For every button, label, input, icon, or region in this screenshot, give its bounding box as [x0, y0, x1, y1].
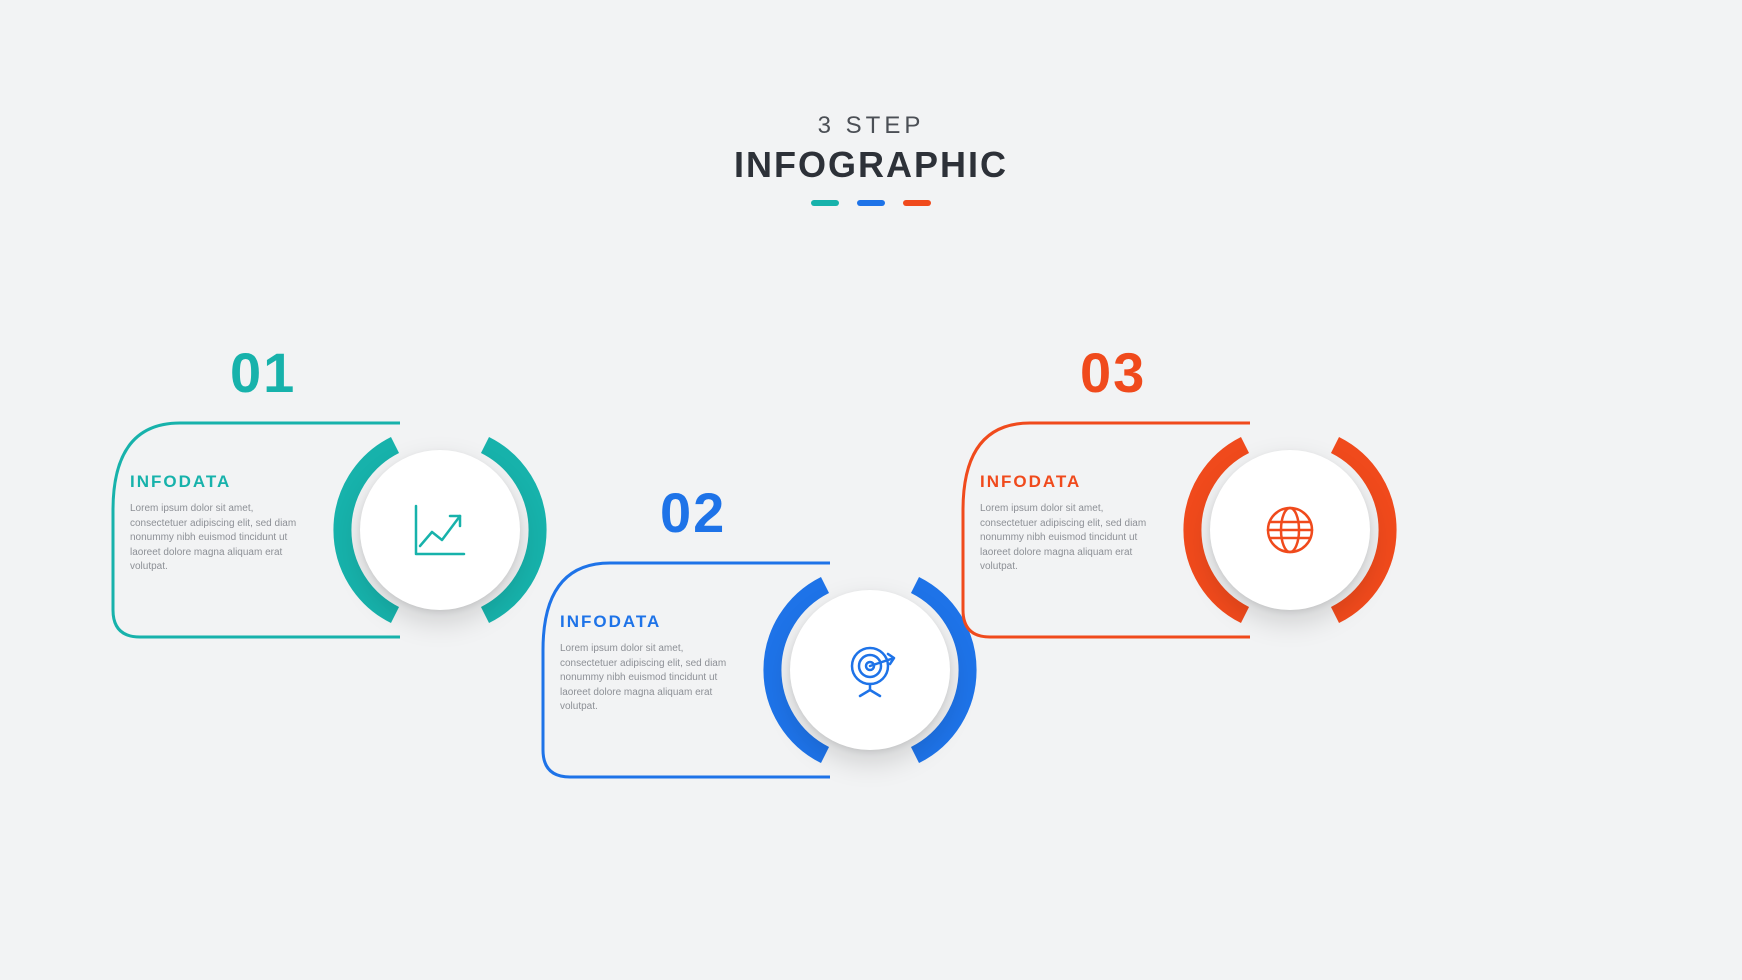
accent-dash	[811, 200, 839, 206]
header-title: INFOGRAPHIC	[734, 144, 1008, 186]
step-label: INFODATA	[560, 612, 740, 632]
step-text: INFODATA Lorem ipsum dolor sit amet, con…	[560, 612, 740, 715]
step-number: 02	[660, 480, 726, 545]
step-card: 03 INFODATA Lorem ipsum dolor sit amet, …	[960, 420, 1390, 670]
globe-icon	[1258, 498, 1322, 562]
step-card: 02 INFODATA Lorem ipsum dolor sit amet, …	[540, 560, 970, 810]
step-label: INFODATA	[130, 472, 310, 492]
step-text: INFODATA Lorem ipsum dolor sit amet, con…	[130, 472, 310, 575]
step-text: INFODATA Lorem ipsum dolor sit amet, con…	[980, 472, 1160, 575]
step-circle	[1210, 450, 1370, 610]
step-label: INFODATA	[980, 472, 1160, 492]
step-body: Lorem ipsum dolor sit amet, consectetuer…	[560, 642, 740, 715]
header-subtitle: 3 STEP	[734, 112, 1008, 140]
step-body: Lorem ipsum dolor sit amet, consectetuer…	[980, 502, 1160, 575]
step-circle	[790, 590, 950, 750]
step-number: 03	[1080, 340, 1146, 405]
accent-dash	[857, 200, 885, 206]
header-accent-dashes	[734, 200, 1008, 206]
growth-chart-icon	[408, 498, 472, 562]
target-icon	[838, 638, 902, 702]
step-card: 01 INFODATA Lorem ipsum dolor sit amet, …	[110, 420, 540, 670]
step-number: 01	[230, 340, 296, 405]
header: 3 STEP INFOGRAPHIC	[734, 112, 1008, 206]
step-circle	[360, 450, 520, 610]
accent-dash	[903, 200, 931, 206]
step-body: Lorem ipsum dolor sit amet, consectetuer…	[130, 502, 310, 575]
